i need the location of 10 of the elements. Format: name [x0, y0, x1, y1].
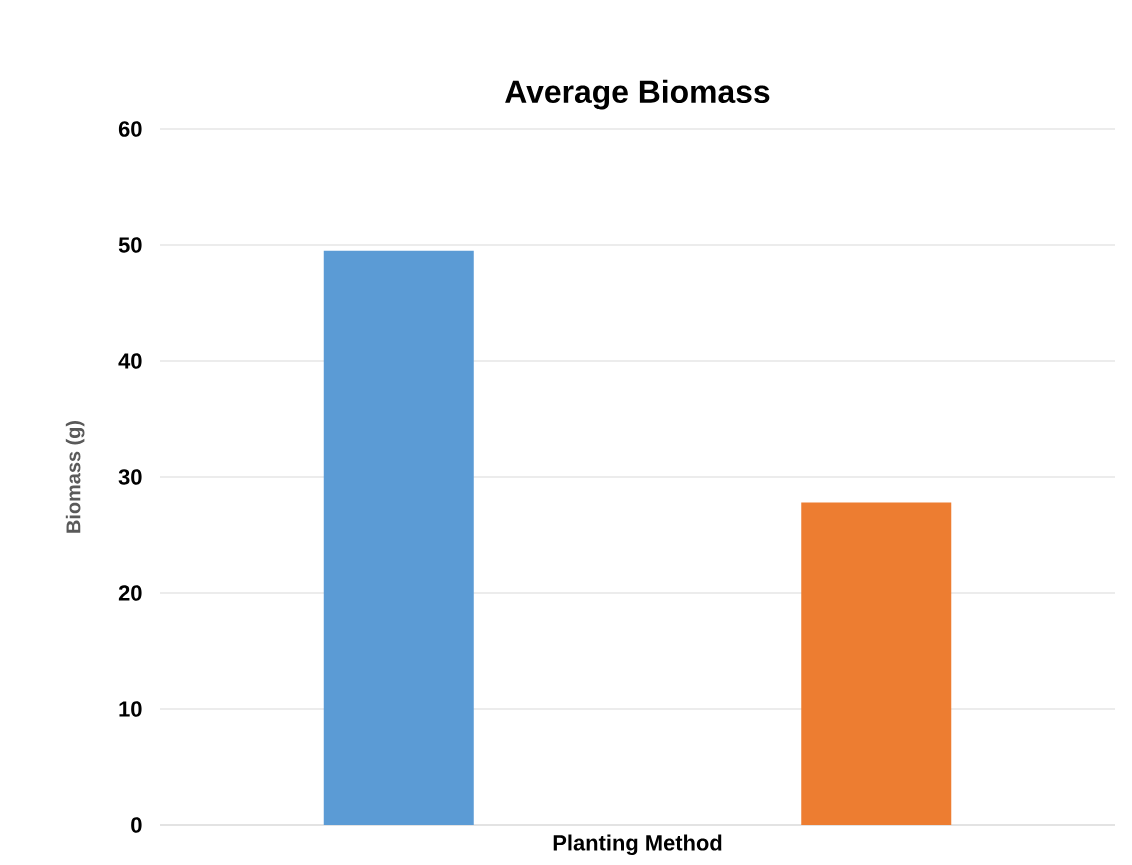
y-tick-label: 20	[118, 585, 142, 601]
x-axis-title: Planting Method	[553, 834, 722, 856]
chart-title: Average Biomass	[505, 79, 770, 110]
y-tick-label: 40	[118, 353, 142, 369]
y-tick-label: 60	[118, 121, 142, 137]
y-tick-label: 30	[118, 469, 142, 485]
y-tick-label: 0	[131, 817, 142, 833]
y-tick-label: 10	[119, 701, 142, 717]
y-axis-title: Biomass (g)	[65, 421, 85, 533]
y-tick-label: 50	[118, 237, 142, 253]
